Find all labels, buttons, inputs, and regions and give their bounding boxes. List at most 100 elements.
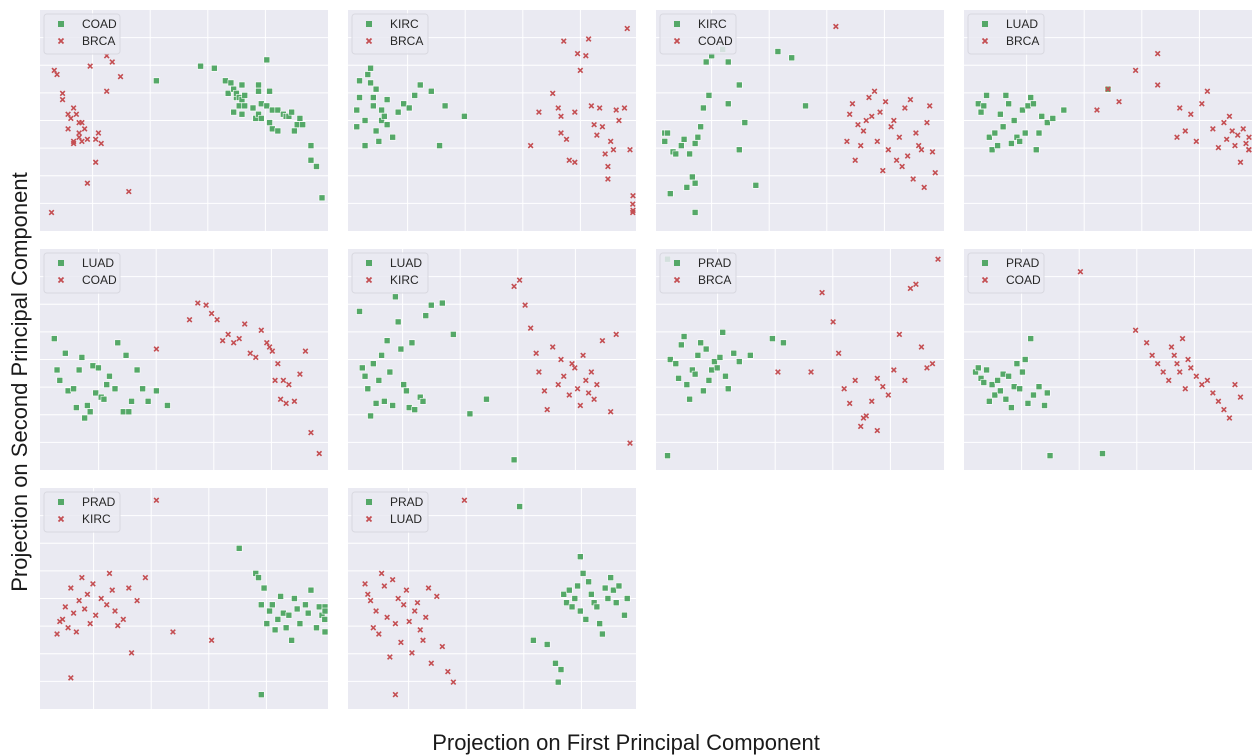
scatter-point-prad bbox=[565, 586, 573, 594]
scatter-point-coad bbox=[868, 113, 875, 120]
scatter-point-coad bbox=[844, 138, 850, 145]
panel-10: PRAD LUAD bbox=[348, 488, 636, 709]
scatter-point-coad bbox=[235, 102, 243, 110]
scatter-point-prad bbox=[552, 659, 559, 667]
scatter-point-prad bbox=[260, 584, 268, 592]
scatter-point-prad bbox=[291, 595, 298, 602]
scatter-point-prad bbox=[593, 603, 601, 611]
scatter-point-luad bbox=[89, 362, 97, 370]
legend-label: LUAD bbox=[390, 256, 422, 270]
scatter-point-kirc bbox=[613, 331, 620, 338]
legend-marker-square bbox=[58, 21, 64, 27]
scatter-point-coad bbox=[208, 310, 215, 317]
legend-marker-square bbox=[58, 499, 64, 505]
scatter-point-brca bbox=[566, 157, 573, 164]
scatter-point-brca bbox=[835, 350, 842, 357]
scatter-point-coad bbox=[277, 396, 284, 403]
scatter-point-prad bbox=[991, 391, 999, 399]
scatter-point-prad bbox=[601, 584, 609, 592]
scatter-point-prad bbox=[563, 599, 570, 606]
scatter-point-brca bbox=[59, 96, 66, 103]
scatter-point-luad bbox=[356, 308, 363, 315]
scatter-point-brca bbox=[555, 105, 562, 111]
scatter-point-coad bbox=[899, 163, 905, 170]
scatter-point-coad bbox=[266, 119, 273, 126]
scatter-point-coad bbox=[280, 377, 287, 384]
scatter-point-luad bbox=[373, 608, 379, 614]
scatter-point-brca bbox=[527, 142, 534, 149]
scatter-point-kirc bbox=[774, 48, 782, 55]
scatter-point-coad bbox=[255, 87, 262, 95]
scatter-point-brca bbox=[76, 130, 82, 136]
scatter-point-brca bbox=[830, 319, 836, 325]
scatter-point-luad bbox=[1010, 117, 1018, 124]
scatter-point-prad bbox=[285, 611, 293, 619]
scatter-point-prad bbox=[588, 591, 595, 598]
scatter-point-luad bbox=[1060, 106, 1068, 114]
scatter-point-prad bbox=[1024, 400, 1032, 407]
scatter-point-kirc bbox=[98, 595, 105, 602]
scatter-point-coad bbox=[288, 108, 295, 116]
scatter-point-prad bbox=[321, 628, 329, 636]
scatter-point-brca bbox=[594, 132, 600, 138]
scatter-point-coad bbox=[274, 360, 281, 367]
scatter-point-prad bbox=[980, 379, 988, 386]
legend-label: COAD bbox=[1006, 273, 1041, 287]
scatter-point-coad bbox=[297, 371, 303, 377]
scatter-point-prad bbox=[1013, 360, 1021, 367]
scatter-point-coad bbox=[890, 117, 897, 124]
scatter-point-luad bbox=[988, 146, 996, 154]
legend: COAD BRCA bbox=[43, 13, 121, 55]
scatter-point-kirc bbox=[411, 92, 419, 99]
scatter-point-prad bbox=[266, 607, 273, 615]
scatter-point-kirc bbox=[683, 184, 691, 191]
scatter-point-coad bbox=[263, 56, 271, 64]
scatter-point-coad bbox=[863, 117, 870, 124]
panel-2: KIRC BRCA bbox=[348, 10, 636, 231]
scatter-point-prad bbox=[719, 329, 727, 336]
scatter-point-brca bbox=[1182, 128, 1189, 134]
scatter-point-coad bbox=[833, 23, 839, 30]
scatter-point-luad bbox=[392, 620, 399, 627]
scatter-point-coad bbox=[230, 108, 237, 116]
scatter-point-prad bbox=[257, 601, 265, 609]
scatter-point-luad bbox=[370, 360, 377, 367]
scatter-point-kirc bbox=[607, 408, 614, 415]
scatter-point-prad bbox=[280, 609, 287, 617]
scatter-point-coad bbox=[1232, 381, 1238, 388]
scatter-point-kirc bbox=[367, 64, 374, 72]
scatter-point-coad bbox=[186, 316, 193, 323]
scatter-point-coad bbox=[852, 157, 859, 164]
scatter-point-luad bbox=[378, 570, 385, 577]
legend-label: KIRC bbox=[390, 273, 419, 287]
scatter-point-kirc bbox=[541, 387, 548, 394]
scatter-point-coad bbox=[203, 302, 209, 309]
scatter-point-brca bbox=[907, 285, 914, 292]
scatter-point-coad bbox=[241, 102, 249, 110]
scatter-point-coad bbox=[318, 194, 326, 202]
scatter-point-brca bbox=[879, 383, 886, 390]
scatter-point-brca bbox=[574, 50, 581, 57]
scatter-point-kirc bbox=[92, 612, 99, 619]
legend-label: BRCA bbox=[82, 34, 115, 48]
scatter-point-kirc bbox=[666, 190, 674, 197]
scatter-point-coad bbox=[1132, 327, 1139, 334]
legend-label: COAD bbox=[82, 17, 117, 31]
scatter-point-brca bbox=[885, 392, 892, 398]
scatter-point-luad bbox=[367, 597, 374, 604]
scatter-point-coad bbox=[1221, 406, 1227, 413]
scatter-point-coad bbox=[1160, 369, 1167, 375]
scatter-point-coad bbox=[263, 339, 270, 346]
scatter-point-coad bbox=[866, 94, 872, 101]
scatter-point-kirc bbox=[577, 402, 584, 409]
scatter-point-luad bbox=[986, 133, 993, 141]
legend-marker-x bbox=[365, 515, 373, 523]
scatter-point-kirc bbox=[599, 337, 606, 344]
scatter-point-luad bbox=[483, 395, 490, 403]
scatter-point-kirc bbox=[511, 283, 517, 290]
scatter-point-brca bbox=[79, 138, 85, 145]
scatter-point-coad bbox=[230, 339, 237, 346]
scatter-point-luad bbox=[400, 381, 407, 388]
scatter-point-kirc bbox=[436, 142, 443, 149]
scatter-point-kirc bbox=[691, 209, 699, 216]
